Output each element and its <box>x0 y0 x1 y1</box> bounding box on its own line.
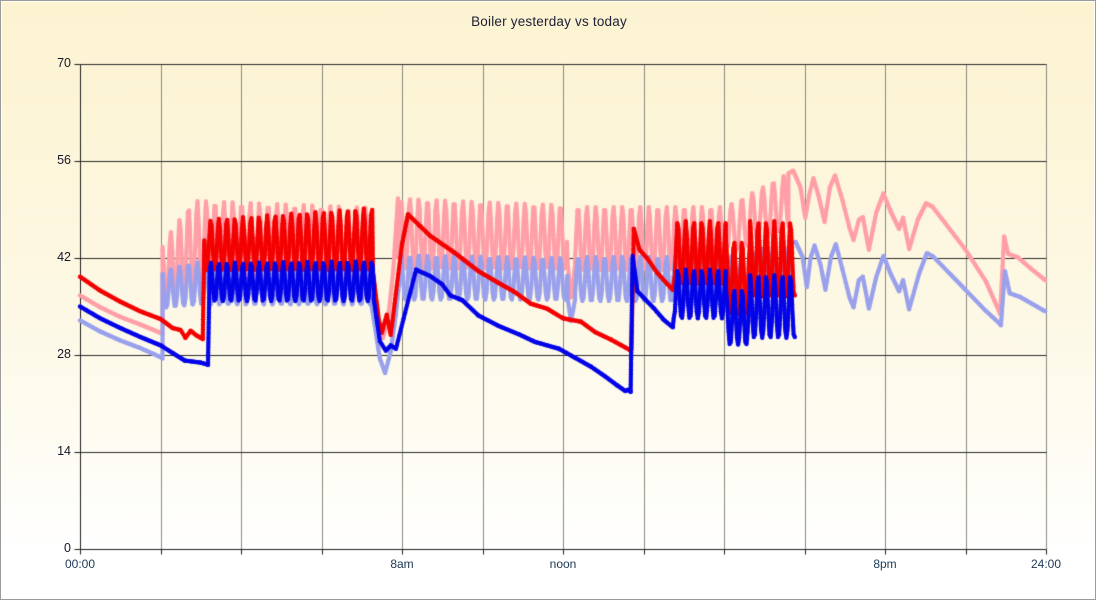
chart-canvas <box>1 1 1095 599</box>
boiler-chart-window: Boiler yesterday vs today 7056422814000:… <box>0 0 1096 600</box>
